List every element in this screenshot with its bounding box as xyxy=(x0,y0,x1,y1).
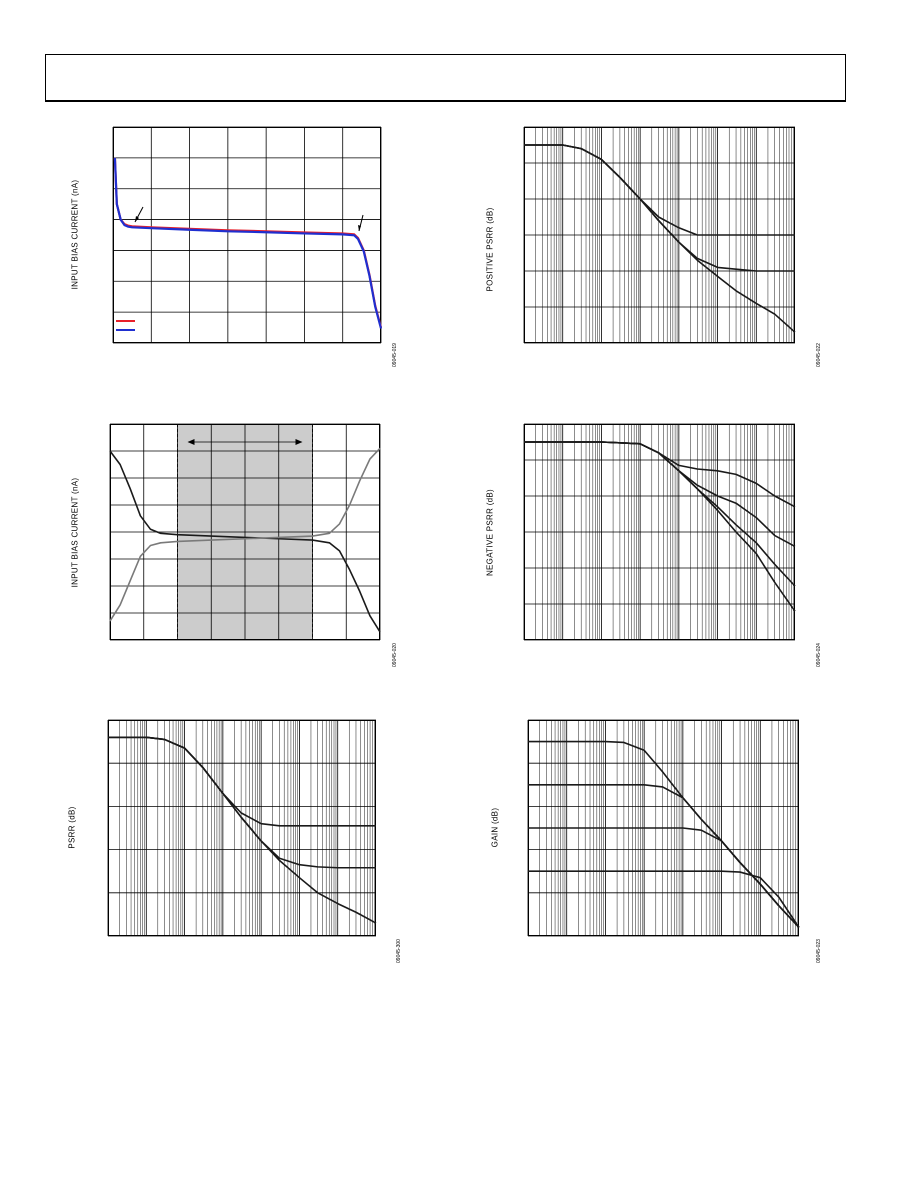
annotation-arrow-head xyxy=(358,225,361,231)
chart-6-ylabel: GAIN (dB) xyxy=(490,807,500,848)
series-line xyxy=(113,157,383,328)
plot-frame xyxy=(113,127,381,343)
series-line xyxy=(109,447,381,622)
chart-panel-input-bias-current-2 xyxy=(109,423,381,641)
plot-frame xyxy=(108,720,376,936)
annotation-arrow-head xyxy=(135,216,139,222)
range-arrow-head xyxy=(295,439,303,445)
range-arrow-head xyxy=(187,439,195,445)
chart-2-figure-id: 09045-020 xyxy=(392,643,398,667)
plot-frame xyxy=(110,424,380,640)
chart-panel-psrr xyxy=(107,719,377,937)
chart-5-ylabel: NEGATIVE PSRR (dB) xyxy=(485,488,495,577)
chart-4-ylabel: POSITIVE PSRR (dB) xyxy=(485,207,495,292)
chart-3-figure-id: 09045-300 xyxy=(396,939,402,963)
page-header-box xyxy=(45,54,846,102)
chart-panel-positive-psrr xyxy=(523,126,796,344)
series-line xyxy=(109,450,381,633)
chart-panel-gain xyxy=(527,719,800,937)
chart-4-figure-id: 09045-022 xyxy=(816,343,822,367)
series-line xyxy=(524,441,796,612)
series-line xyxy=(108,736,377,924)
plot-frame xyxy=(524,424,795,640)
chart-2-ylabel: INPUT BIAS CURRENT (nA) xyxy=(70,477,80,588)
series-line xyxy=(113,157,383,329)
chart-panel-negative-psrr xyxy=(523,423,796,641)
chart-1-ylabel: INPUT BIAS CURRENT (nA) xyxy=(70,179,80,290)
chart-3-ylabel: PSRR (dB) xyxy=(67,806,77,849)
chart-6-figure-id: 09045-023 xyxy=(816,939,822,963)
series-line xyxy=(528,827,800,928)
chart-1-figure-id: 09045-019 xyxy=(392,343,398,367)
chart-5-figure-id: 09045-024 xyxy=(816,643,822,667)
series-line xyxy=(524,144,796,333)
series-line xyxy=(528,870,800,928)
chart-panel-input-bias-current-1 xyxy=(112,126,383,344)
